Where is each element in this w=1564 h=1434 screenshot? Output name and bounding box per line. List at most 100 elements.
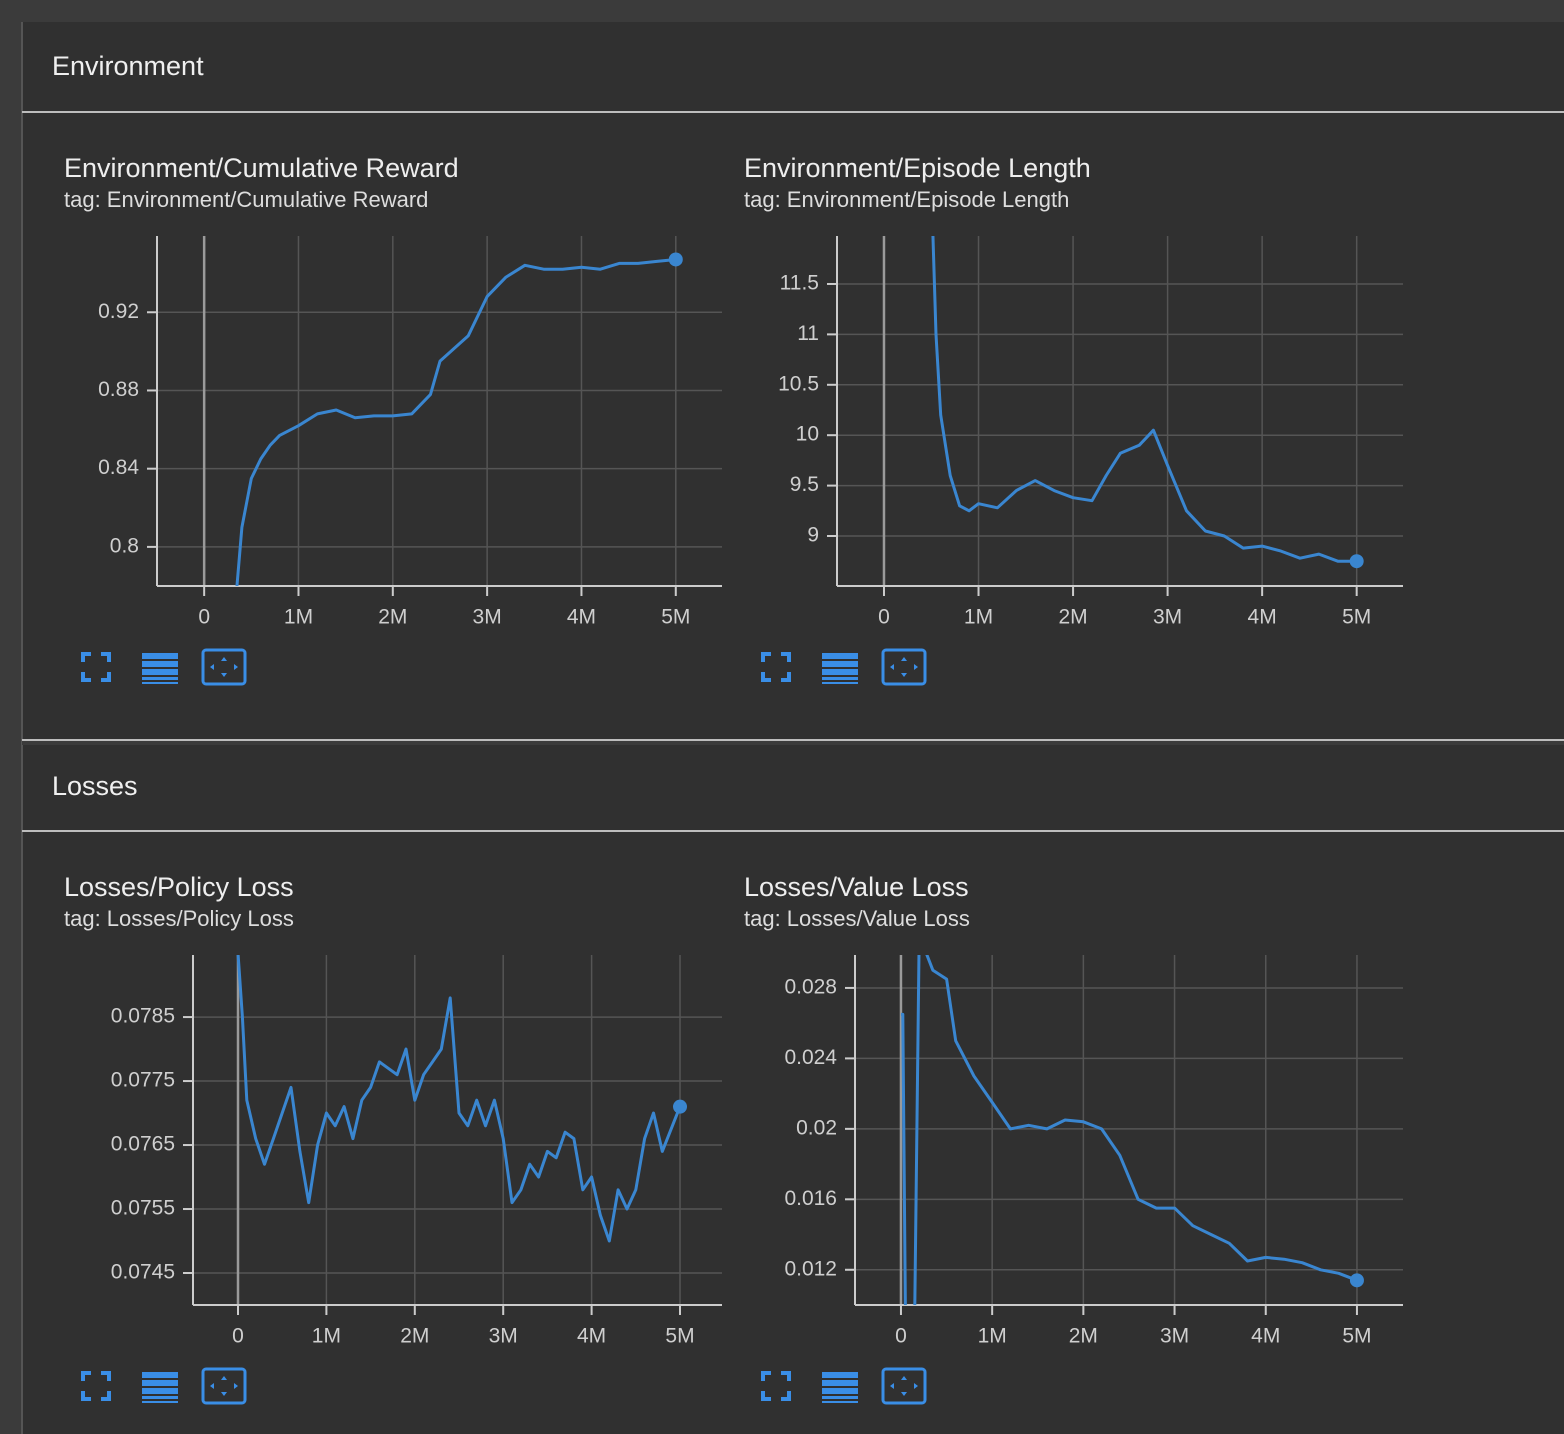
y-tick-label: 9	[807, 524, 819, 547]
x-tick-label: 5M	[1342, 1325, 1371, 1348]
icon-corner	[101, 652, 111, 662]
icon-bar	[822, 653, 858, 659]
icon-corner	[781, 1391, 791, 1401]
icon-arrow	[234, 1383, 238, 1389]
fullscreen-button[interactable]	[81, 1371, 111, 1401]
icon-frame	[881, 648, 927, 686]
y-tick-label: 0.012	[784, 1257, 837, 1280]
fit-domain-button[interactable]	[881, 1367, 927, 1405]
y-tick-label: 11.5	[780, 272, 819, 295]
icon-corner	[761, 672, 771, 682]
icon-frame	[201, 1367, 247, 1405]
y-tick-label: 11	[797, 322, 819, 345]
x-tick-label: 4M	[567, 606, 596, 629]
top-strip	[0, 0, 1564, 22]
y-tick-label: 0.0755	[111, 1197, 175, 1220]
x-tick-label: 3M	[1160, 1325, 1189, 1348]
icon-bar	[142, 1380, 178, 1386]
icon-corner	[781, 652, 791, 662]
icon-frame	[881, 1367, 927, 1405]
icon-bar	[822, 661, 858, 667]
icon-arrow	[210, 1383, 214, 1389]
x-tick-label: 2M	[400, 1325, 429, 1348]
section-gap	[22, 741, 1564, 745]
y-tick-label: 0.028	[784, 975, 837, 998]
chart-title: Environment/Episode Length	[744, 153, 1091, 183]
icon-arrow	[901, 673, 907, 677]
icon-bar	[142, 1372, 178, 1378]
icon-arrow	[210, 664, 214, 670]
icon-arrow	[901, 657, 907, 661]
x-tick-label: 3M	[489, 1325, 518, 1348]
icon-bar	[822, 677, 858, 680]
icon-arrow	[901, 1376, 907, 1380]
icon-corner	[761, 1371, 771, 1381]
icon-arrow	[221, 1376, 227, 1380]
x-tick-label: 1M	[964, 606, 993, 629]
x-tick-label: 0	[895, 1325, 907, 1348]
icon-arrow	[914, 1383, 918, 1389]
y-tick-label: 0.8	[110, 534, 139, 557]
x-tick-label: 1M	[312, 1325, 341, 1348]
y-tick-label: 0.016	[784, 1187, 837, 1210]
icon-bar	[822, 682, 858, 684]
icon-arrow	[890, 664, 894, 670]
chart-title: Losses/Policy Loss	[64, 872, 294, 902]
y-tick-label: 0.92	[98, 300, 139, 323]
icon-corner	[81, 672, 91, 682]
last-point	[673, 1099, 688, 1114]
fullscreen-button[interactable]	[761, 652, 791, 682]
fit-domain-button[interactable]	[201, 648, 247, 686]
icon-corner	[101, 1391, 111, 1401]
icon-bar	[142, 677, 178, 680]
x-tick-label: 5M	[661, 606, 690, 629]
y-tick-label: 0.024	[784, 1046, 837, 1069]
icon-bar	[142, 1388, 178, 1394]
icon-corner	[101, 1371, 111, 1381]
x-tick-label: 3M	[1153, 606, 1182, 629]
series-line	[901, 955, 1358, 1305]
toggle-log-button[interactable]	[822, 653, 858, 684]
series-line	[931, 236, 1357, 563]
y-tick-label: 0.88	[98, 378, 139, 401]
toggle-log-button[interactable]	[822, 1372, 858, 1403]
chart-subtitle: tag: Losses/Value Loss	[744, 906, 970, 931]
fullscreen-button[interactable]	[761, 1371, 791, 1401]
icon-bar	[822, 669, 858, 675]
x-tick-label: 4M	[577, 1325, 606, 1348]
y-tick-label: 0.0765	[111, 1133, 175, 1156]
icon-arrow	[221, 673, 227, 677]
icon-corner	[761, 652, 771, 662]
toggle-log-button[interactable]	[142, 653, 178, 684]
icon-corner	[81, 1391, 91, 1401]
x-tick-label: 3M	[473, 606, 502, 629]
x-tick-label: 0	[198, 606, 210, 629]
icon-corner	[781, 1371, 791, 1381]
icon-bar	[822, 1396, 858, 1399]
icon-bar	[142, 661, 178, 667]
icon-bar	[142, 653, 178, 659]
fit-domain-button[interactable]	[881, 648, 927, 686]
fullscreen-button[interactable]	[81, 652, 111, 682]
icon-corner	[761, 1391, 771, 1401]
fit-domain-button[interactable]	[201, 1367, 247, 1405]
icon-frame	[201, 648, 247, 686]
icon-arrow	[914, 664, 918, 670]
icon-arrow	[221, 657, 227, 661]
x-tick-label: 2M	[1069, 1325, 1098, 1348]
x-tick-label: 0	[232, 1325, 244, 1348]
x-tick-label: 0	[878, 606, 890, 629]
section-title[interactable]: Losses	[52, 771, 138, 801]
x-tick-label: 1M	[284, 606, 313, 629]
section-title[interactable]: Environment	[52, 51, 204, 81]
left-strip	[0, 0, 22, 1434]
toggle-log-button[interactable]	[142, 1372, 178, 1403]
y-tick-label: 10.5	[778, 372, 819, 395]
icon-arrow	[890, 1383, 894, 1389]
y-tick-label: 0.84	[98, 456, 139, 479]
x-tick-label: 2M	[378, 606, 407, 629]
chart-subtitle: tag: Losses/Policy Loss	[64, 906, 294, 931]
icon-arrow	[221, 1392, 227, 1396]
y-tick-label: 0.0785	[111, 1005, 175, 1028]
icon-bar	[142, 682, 178, 684]
